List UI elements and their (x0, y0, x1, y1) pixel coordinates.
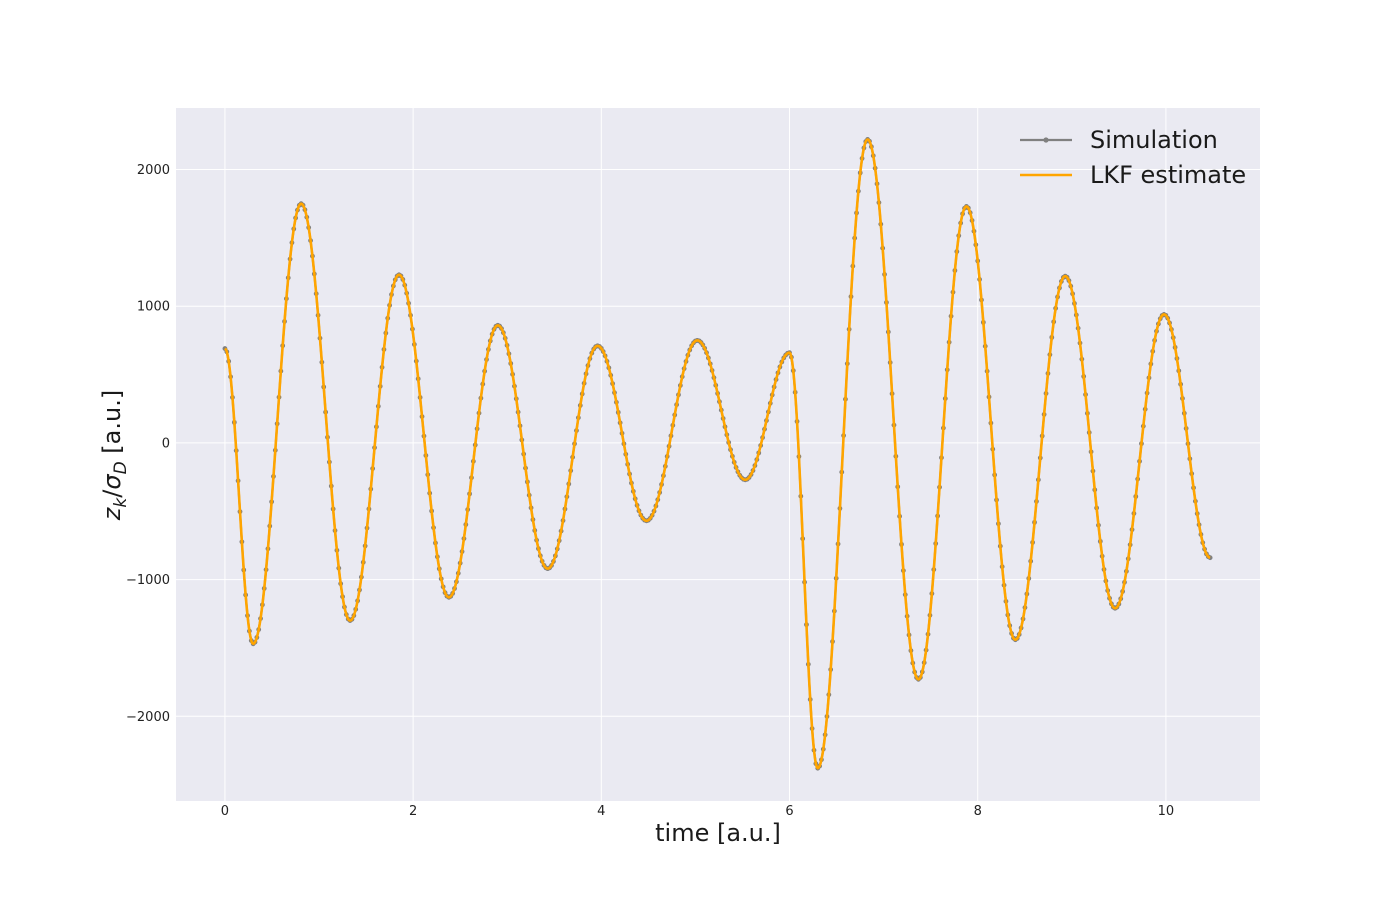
legend-lkf-label: LKF estimate (1090, 161, 1246, 189)
tick-labels: 0 2 4 6 8 10 −2000 −1000 0 1000 2000 (126, 163, 1174, 819)
y-label-z: z (98, 506, 126, 521)
y-label-sub-k: k (111, 497, 131, 508)
x-tick-label: 8 (974, 804, 982, 819)
legend-simulation-label: Simulation (1090, 126, 1218, 154)
y-tick-label: −1000 (126, 573, 170, 588)
y-tick-label: 2000 (137, 163, 170, 178)
plot-background (176, 108, 1260, 801)
y-label-sigma: σ (98, 474, 126, 490)
legend: Simulation LKF estimate (1020, 126, 1246, 189)
x-tick-label: 0 (221, 804, 229, 819)
x-axis-label: time [a.u.] (655, 819, 781, 847)
y-label-units: [a.u.] (98, 390, 126, 462)
y-tick-label: −2000 (126, 710, 170, 725)
y-label-slash: / (98, 489, 126, 498)
x-tick-label: 6 (785, 804, 793, 819)
x-tick-label: 2 (409, 804, 417, 819)
y-axis-label: zk/σD [a.u.] (98, 390, 131, 521)
legend-simulation-marker (1043, 137, 1049, 143)
x-tick-label: 4 (597, 804, 605, 819)
y-tick-label: 0 (162, 436, 170, 451)
grid (176, 108, 1260, 801)
series-lkf-estimate-line (224, 138, 1211, 770)
plot-series (222, 137, 1213, 771)
x-tick-label: 10 (1158, 804, 1175, 819)
y-label-sub-d: D (111, 461, 131, 474)
y-tick-label: 1000 (137, 300, 170, 315)
